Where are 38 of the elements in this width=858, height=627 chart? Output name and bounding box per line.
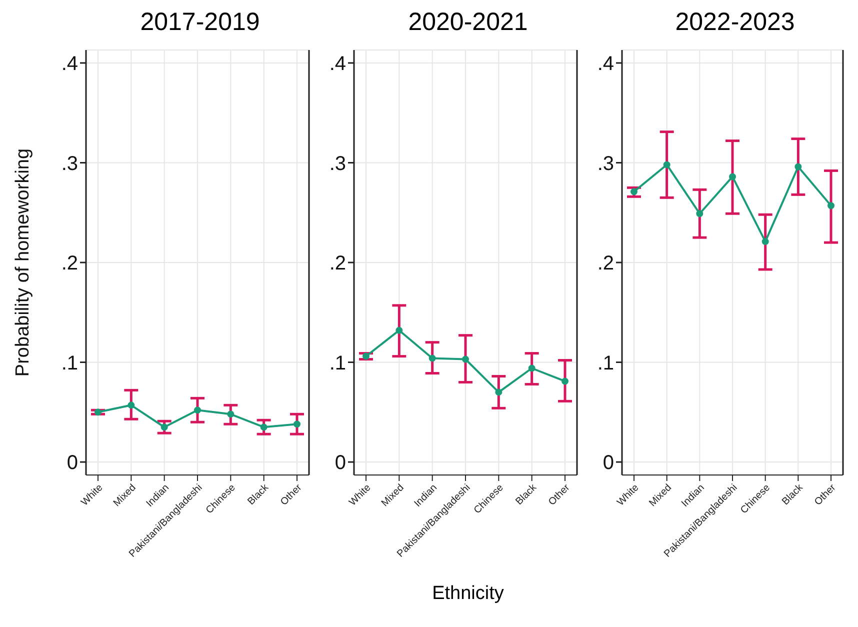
point	[528, 364, 536, 372]
point	[828, 202, 834, 210]
point	[762, 238, 769, 246]
point	[260, 424, 268, 431]
y-tick-label: .4	[329, 53, 346, 76]
y-tick-label: .1	[597, 352, 614, 374]
y-tick-label: 0	[66, 452, 78, 474]
y-tick-label: 0	[334, 452, 346, 474]
point	[663, 161, 670, 168]
chart-title: 2020-2021	[407, 8, 529, 38]
x-axis-title: Ethnicity	[431, 583, 505, 605]
point	[227, 410, 234, 418]
point	[160, 424, 168, 431]
y-tick-label: .3	[597, 152, 614, 175]
y-tick-label: .2	[329, 252, 346, 275]
point	[294, 420, 300, 428]
y-tick-label: .3	[329, 152, 346, 175]
y-tick-label: 0	[602, 452, 614, 474]
point	[729, 173, 736, 180]
point	[495, 388, 502, 396]
point	[194, 406, 201, 414]
y-tick-label: .3	[61, 152, 78, 175]
y-axis-title: Probability of homeworking	[12, 148, 34, 377]
chart-title: 2017-2019	[139, 8, 261, 38]
point	[794, 163, 802, 170]
point	[396, 326, 403, 334]
point	[428, 354, 436, 362]
point	[128, 402, 135, 409]
y-tick-label: .4	[597, 53, 614, 76]
chart-title: 2022-2023	[674, 8, 796, 38]
y-tick-label: .4	[61, 53, 78, 76]
y-tick-label: .2	[597, 252, 614, 275]
y-tick-label: .2	[61, 252, 78, 275]
point	[462, 356, 469, 363]
y-tick-label: .1	[329, 352, 346, 374]
y-tick-label: .1	[61, 352, 78, 374]
point	[562, 378, 568, 385]
point	[696, 210, 704, 218]
